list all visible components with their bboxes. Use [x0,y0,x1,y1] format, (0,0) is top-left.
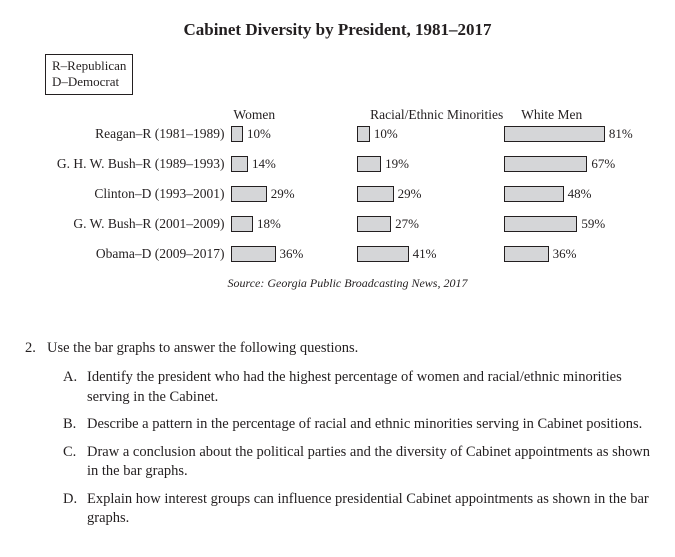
column-headers: Women Racial/Ethnic Minorities White Men [45,107,650,123]
header-whitemen: White Men [511,107,650,123]
bar-women [231,186,267,202]
legend-box: R–Republican D–Democrat [45,54,133,95]
part-text: Draw a conclusion about the political pa… [87,443,650,482]
bar-value-minorities: 19% [385,156,409,172]
bar-minorities [357,156,381,172]
bar-cell-women: 29% [231,186,358,202]
bar-women [231,216,254,232]
question-stem-text: Use the bar graphs to answer the followi… [47,339,358,359]
bar-whitemen [504,216,578,232]
bar-cell-minorities: 41% [357,246,503,262]
part-text: Identify the president who had the highe… [87,368,650,407]
part-letter: A. [63,368,87,407]
part-text: Describe a pattern in the percentage of … [87,415,650,435]
bar-cell-minorities: 29% [357,186,503,202]
bar-cell-minorities: 10% [357,126,503,142]
bar-value-whitemen: 67% [591,156,615,172]
question-stem: 2. Use the bar graphs to answer the foll… [25,339,650,359]
question-parts: A.Identify the president who had the hig… [63,368,650,529]
bar-cell-whitemen: 48% [504,186,650,202]
row-label: Reagan–R (1981–1989) [45,126,231,142]
bar-minorities [357,246,408,262]
bar-women [231,246,276,262]
bar-value-women: 10% [247,126,271,142]
bar-cell-women: 18% [231,216,358,232]
bar-women [231,156,249,172]
chart-rows: Reagan–R (1981–1989) 10% 10% 81% G. H. W. Bu… [45,126,650,262]
bar-value-whitemen: 36% [553,246,577,262]
bar-minorities [357,186,393,202]
bar-value-whitemen: 81% [609,126,633,142]
bar-minorities [357,126,370,142]
bar-minorities [357,216,391,232]
bar-cell-women: 10% [231,126,358,142]
question-number: 2. [25,339,47,359]
bar-cell-women: 14% [231,156,358,172]
bar-whitemen [504,126,605,142]
row-label: Clinton–D (1993–2001) [45,186,231,202]
bar-whitemen [504,186,564,202]
bar-value-whitemen: 48% [568,186,592,202]
bar-cell-whitemen: 59% [504,216,650,232]
legend-line-republican: R–Republican [52,58,126,74]
bar-value-women: 36% [280,246,304,262]
bar-value-minorities: 41% [413,246,437,262]
table-row: Reagan–R (1981–1989) 10% 10% 81% [45,126,650,142]
question-block: 2. Use the bar graphs to answer the foll… [25,339,650,530]
question-part: B.Describe a pattern in the percentage o… [63,415,650,435]
bar-cell-minorities: 27% [357,216,503,232]
chart-title: Cabinet Diversity by President, 1981–201… [25,20,650,40]
bar-cell-whitemen: 81% [504,126,650,142]
table-row: G. H. W. Bush–R (1989–1993) 14% 19% 67% [45,156,650,172]
bar-cell-minorities: 19% [357,156,503,172]
part-text: Explain how interest groups can influenc… [87,490,650,529]
bar-women [231,126,244,142]
bar-chart: Women Racial/Ethnic Minorities White Men… [45,107,650,291]
bar-whitemen [504,246,549,262]
bar-value-minorities: 10% [374,126,398,142]
bar-value-whitemen: 59% [581,216,605,232]
bar-value-minorities: 27% [395,216,419,232]
table-row: Obama–D (2009–2017) 36% 41% 36% [45,246,650,262]
bar-value-women: 29% [271,186,295,202]
bar-cell-whitemen: 67% [504,156,650,172]
row-label: Obama–D (2009–2017) [45,246,231,262]
header-women: Women [233,107,362,123]
row-label: G. W. Bush–R (2001–2009) [45,216,231,232]
bar-whitemen [504,156,588,172]
part-letter: C. [63,443,87,482]
bar-value-minorities: 29% [398,186,422,202]
bar-cell-women: 36% [231,246,358,262]
question-part: A.Identify the president who had the hig… [63,368,650,407]
part-letter: D. [63,490,87,529]
table-row: Clinton–D (1993–2001) 29% 29% 48% [45,186,650,202]
header-minorities: Racial/Ethnic Minorities [362,107,511,123]
bar-value-women: 18% [257,216,281,232]
chart-source: Source: Georgia Public Broadcasting News… [45,276,650,291]
part-letter: B. [63,415,87,435]
question-part: C.Draw a conclusion about the political … [63,443,650,482]
question-part: D.Explain how interest groups can influe… [63,490,650,529]
table-row: G. W. Bush–R (2001–2009) 18% 27% 59% [45,216,650,232]
row-label: G. H. W. Bush–R (1989–1993) [45,156,231,172]
bar-cell-whitemen: 36% [504,246,650,262]
bar-value-women: 14% [252,156,276,172]
legend-line-democrat: D–Democrat [52,74,126,90]
